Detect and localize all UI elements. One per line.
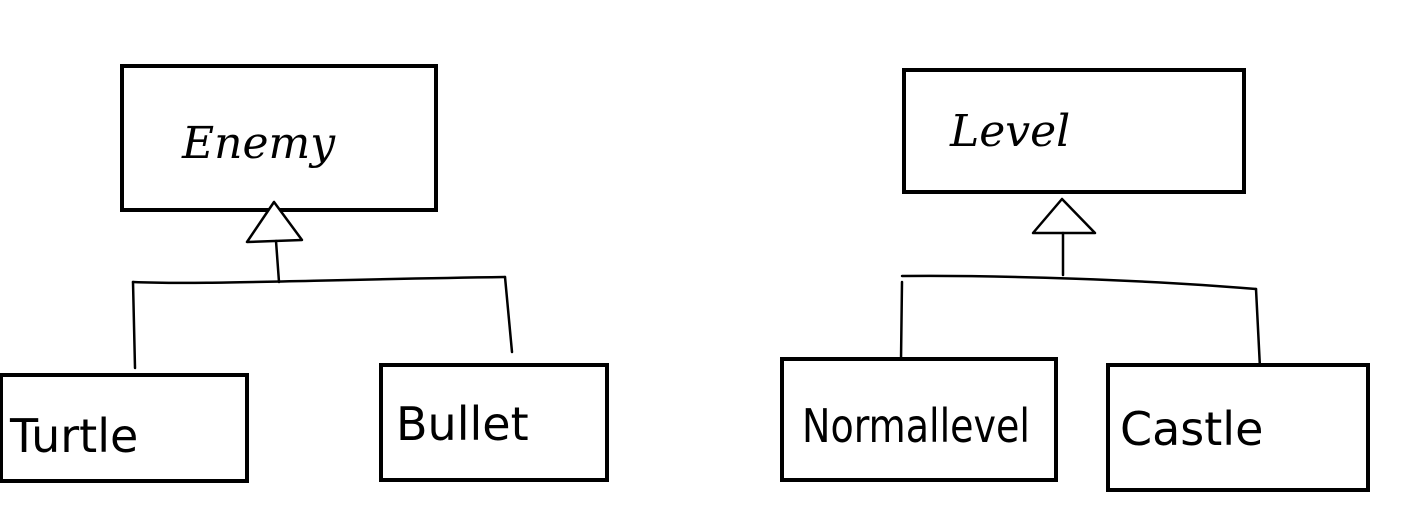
class-box-enemy bbox=[120, 64, 438, 212]
connector-turtle bbox=[131, 280, 137, 370]
class-label-normallevel: Normallevel bbox=[802, 399, 1030, 453]
connector-bullet bbox=[503, 275, 514, 354]
class-label-castle: Castle bbox=[1120, 402, 1263, 456]
connector-branch-level bbox=[900, 274, 1258, 291]
class-box-bullet bbox=[379, 363, 609, 482]
inheritance-arrow-enemy bbox=[245, 200, 304, 244]
class-box-castle bbox=[1106, 363, 1370, 492]
class-label-enemy: Enemy bbox=[181, 118, 336, 169]
right-hierarchy: Level Normallevel Castle bbox=[780, 68, 1370, 492]
connector-castle bbox=[1254, 287, 1262, 370]
connector-branch-enemy bbox=[131, 275, 507, 285]
connector-normallevel bbox=[899, 280, 904, 362]
class-label-turtle: Turtle bbox=[9, 409, 138, 463]
connector-stem-enemy bbox=[274, 239, 281, 284]
left-hierarchy: Enemy Turtle Bullet bbox=[0, 64, 609, 483]
class-box-level bbox=[902, 68, 1246, 194]
class-label-bullet: Bullet bbox=[396, 397, 529, 451]
class-box-normallevel bbox=[780, 357, 1058, 482]
class-box-turtle bbox=[0, 373, 249, 483]
inheritance-arrow-level bbox=[1031, 197, 1097, 235]
class-label-level: Level bbox=[949, 106, 1070, 157]
